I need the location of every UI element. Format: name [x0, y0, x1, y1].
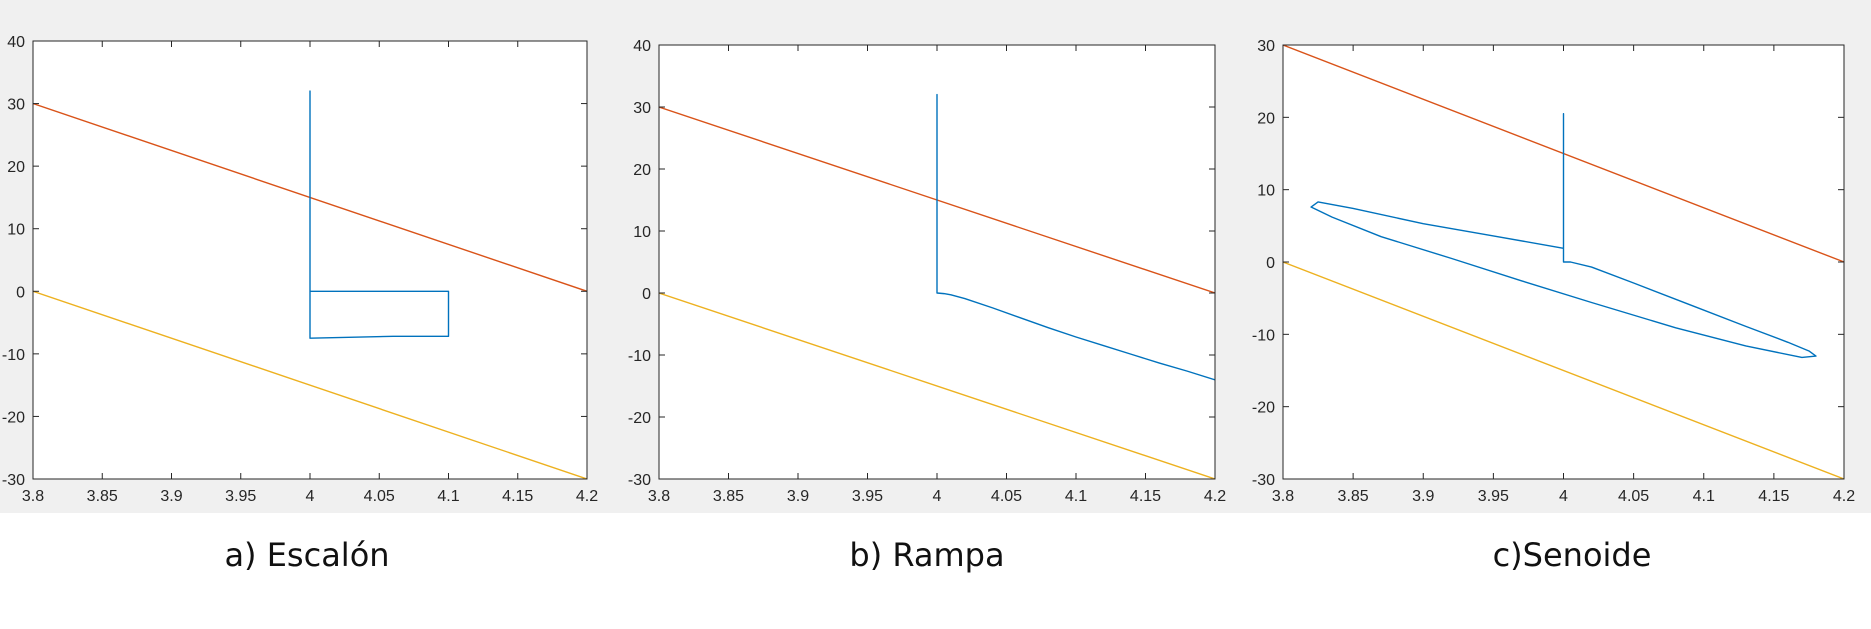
x-tick-label: 4.1 [437, 488, 459, 505]
x-tick-label: 3.85 [87, 488, 118, 505]
x-tick-label: 4 [306, 488, 315, 505]
y-tick-label: 0 [1266, 255, 1275, 272]
y-tick-label: 0 [642, 286, 651, 303]
y-tick-label: -10 [628, 348, 651, 365]
response-line [1310, 113, 1817, 359]
x-tick-label: 3.8 [1272, 488, 1294, 505]
x-tick-label: 3.9 [160, 488, 182, 505]
x-tick-label: 4.2 [1204, 488, 1226, 505]
x-tick-label: 4.1 [1065, 488, 1087, 505]
caption-senoide: c)Senoide [1492, 536, 1652, 574]
y-tick-label: -20 [1252, 400, 1275, 417]
x-tick-label: 4.2 [1833, 488, 1855, 505]
response-line [309, 90, 450, 339]
x-tick-label: 3.9 [787, 488, 809, 505]
x-tick-label: 3.95 [852, 488, 883, 505]
caption-escalon: a) Escalón [224, 536, 390, 574]
x-tick-label: 4.1 [1693, 488, 1715, 505]
x-tick-label: 3.85 [713, 488, 744, 505]
response-line [936, 93, 1215, 381]
y-tick-label: -30 [2, 472, 25, 489]
y-tick-label: 10 [1257, 183, 1275, 200]
y-tick-label: 30 [1257, 38, 1275, 55]
y-tick-label: 0 [16, 284, 25, 301]
lower-limit-line [659, 292, 1215, 479]
x-tick-label: 3.9 [1412, 488, 1434, 505]
y-tick-label: 20 [7, 159, 25, 176]
subplot-1: 3.8 3.85 3.9 3.95 4 4.05 4.1 4.15 4.2 40 30 20 10 0 -1… [628, 38, 1226, 505]
x-tick-label: 3.95 [1478, 488, 1509, 505]
y-tick-label: -20 [2, 409, 25, 426]
x-tick-label: 3.8 [22, 488, 44, 505]
series-group [1283, 45, 1844, 479]
caption-rampa: b) Rampa [849, 536, 1005, 574]
y-tick-label: -20 [628, 410, 651, 427]
x-tick-label: 4.15 [1130, 488, 1161, 505]
y-tick-label: 30 [633, 100, 651, 117]
x-tick-label: 4.05 [1618, 488, 1649, 505]
x-tick-label: 3.85 [1338, 488, 1369, 505]
y-tick-label: 20 [633, 162, 651, 179]
y-tick-label: 20 [1257, 110, 1275, 127]
y-tick-label: 30 [7, 97, 25, 114]
x-tick-label: 4 [933, 488, 942, 505]
lower-limit-line [1283, 261, 1844, 479]
x-tick-label: 4.15 [1758, 488, 1789, 505]
y-tick-label: -10 [2, 347, 25, 364]
y-tick-label: 40 [633, 38, 651, 55]
lower-limit-line [33, 290, 587, 479]
subplot-2: 3.8 3.85 3.9 3.95 4 4.05 4.1 4.15 4.2 30 20 10 0 -10 -… [1252, 38, 1855, 505]
series-group [659, 93, 1215, 479]
y-tick-label: 10 [7, 222, 25, 239]
y-tick-label: 40 [7, 34, 25, 51]
series-group [33, 90, 587, 479]
y-tick-label: 10 [633, 224, 651, 241]
y-tick-label: -10 [1252, 327, 1275, 344]
subplot-0: 3.8 3.85 3.9 3.95 4 4.05 4.1 4.15 4.2 40 30 20 10 0 -1… [2, 34, 598, 505]
x-tick-label: 4.05 [364, 488, 395, 505]
y-tick-label: -30 [628, 472, 651, 489]
x-tick-label: 4 [1559, 488, 1568, 505]
y-tick-label: -30 [1252, 472, 1275, 489]
x-tick-label: 4.2 [576, 488, 598, 505]
x-tick-label: 3.95 [225, 488, 256, 505]
x-tick-label: 3.8 [648, 488, 670, 505]
x-tick-label: 4.15 [502, 488, 533, 505]
x-tick-label: 4.05 [991, 488, 1022, 505]
